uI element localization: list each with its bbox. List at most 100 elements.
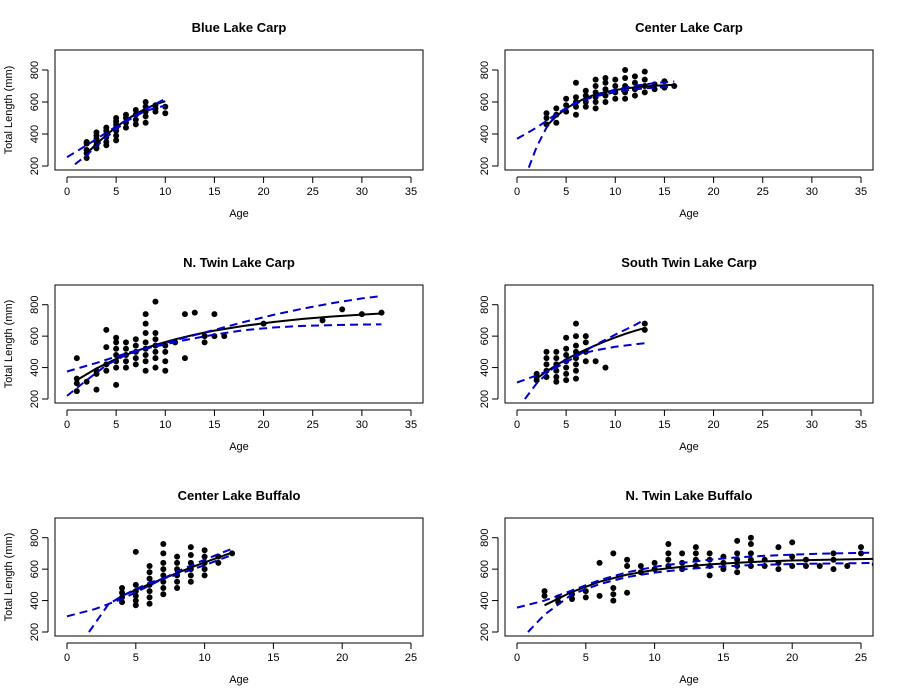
data-point bbox=[572, 111, 579, 118]
data-point bbox=[622, 75, 629, 81]
x-tick-label: 10 bbox=[648, 652, 660, 664]
data-point bbox=[132, 597, 139, 604]
y-axis-label: Total Length (mm) bbox=[3, 533, 15, 622]
x-tick-label: 0 bbox=[64, 652, 70, 664]
data-point bbox=[775, 566, 782, 573]
x-tick-label: 25 bbox=[405, 652, 417, 664]
data-point bbox=[679, 550, 686, 557]
data-point bbox=[582, 594, 589, 601]
ci-lower-line bbox=[527, 85, 675, 168]
y-tick-label: 800 bbox=[479, 529, 491, 547]
data-point bbox=[541, 588, 548, 595]
y-tick-label: 800 bbox=[479, 296, 491, 314]
data-point bbox=[142, 367, 149, 374]
y-tick-label: 600 bbox=[479, 327, 491, 345]
x-tick-label: 25 bbox=[307, 186, 319, 198]
data-point bbox=[641, 89, 648, 96]
data-point bbox=[830, 550, 837, 557]
data-point bbox=[122, 345, 129, 352]
x-tick-label: 0 bbox=[64, 186, 70, 198]
data-point bbox=[174, 553, 181, 560]
data-point bbox=[191, 309, 198, 316]
x-tick-label: 5 bbox=[563, 186, 569, 198]
ci-upper-line bbox=[66, 295, 382, 373]
data-point bbox=[152, 355, 159, 362]
data-point bbox=[582, 339, 589, 346]
data-point bbox=[122, 124, 129, 131]
data-point bbox=[174, 578, 181, 585]
data-point bbox=[319, 317, 326, 324]
data-point bbox=[339, 306, 346, 313]
data-point bbox=[651, 559, 658, 566]
chart-panel-3: N. Twin Lake Carp 0 5 10 15 20 25 30 35 Age 200 400… bbox=[3, 255, 424, 453]
plot-frame bbox=[504, 517, 874, 637]
data-point bbox=[142, 339, 149, 346]
chart-title: South Twin Lake Carp bbox=[621, 255, 757, 270]
data-point bbox=[187, 552, 194, 558]
chart-panel-6: N. Twin Lake Buffalo 0 5 10 15 20 25 Age 200 400 6… bbox=[479, 488, 874, 686]
y-tick-label: 400 bbox=[29, 125, 41, 143]
x-tick-label: 5 bbox=[583, 652, 589, 664]
data-point bbox=[631, 92, 638, 99]
chart-panel-1: Blue Lake Carp 0 5 10 15 20 25 30 35 Age 200 400 600… bbox=[3, 20, 424, 220]
data-point bbox=[610, 591, 617, 598]
data-point bbox=[132, 592, 139, 599]
y-tick-label: 400 bbox=[479, 125, 491, 143]
data-point bbox=[572, 333, 579, 340]
x-tick-label: 0 bbox=[514, 419, 520, 431]
data-point bbox=[119, 599, 126, 606]
x-tick-label: 35 bbox=[405, 186, 417, 198]
data-point bbox=[563, 334, 570, 341]
data-point bbox=[582, 87, 589, 94]
chart-title: N. Twin Lake Carp bbox=[183, 255, 295, 270]
data-point bbox=[816, 563, 823, 569]
x-tick-label: 5 bbox=[133, 652, 139, 664]
x-tick-label: 5 bbox=[563, 419, 569, 431]
data-point bbox=[553, 355, 560, 362]
x-axis-label: Age bbox=[229, 208, 249, 220]
data-point bbox=[592, 83, 599, 89]
plot-frame bbox=[54, 49, 424, 171]
data-point bbox=[142, 358, 149, 365]
y-tick-label: 200 bbox=[29, 623, 41, 641]
data-point bbox=[830, 566, 837, 573]
data-point bbox=[132, 336, 139, 343]
data-point bbox=[858, 544, 864, 551]
data-point bbox=[113, 334, 120, 341]
data-point bbox=[553, 378, 560, 385]
data-point bbox=[563, 370, 570, 377]
x-tick-label: 0 bbox=[514, 186, 520, 198]
plot-area bbox=[516, 67, 678, 168]
data-point bbox=[142, 113, 149, 120]
chart-title: Center Lake Buffalo bbox=[178, 488, 301, 503]
data-point bbox=[592, 76, 599, 83]
x-tick-label: 0 bbox=[64, 419, 70, 431]
x-tick-label: 10 bbox=[609, 419, 621, 431]
x-tick-label: 10 bbox=[159, 419, 171, 431]
ci-upper-line bbox=[516, 551, 873, 609]
y-tick-label: 200 bbox=[479, 623, 491, 641]
x-tick-label: 15 bbox=[208, 186, 220, 198]
data-point bbox=[592, 99, 599, 105]
ci-upper-line bbox=[66, 97, 166, 159]
data-point bbox=[146, 569, 153, 576]
data-point bbox=[572, 367, 579, 374]
data-point bbox=[221, 333, 228, 340]
data-point bbox=[553, 374, 560, 380]
data-point bbox=[132, 116, 139, 123]
data-point bbox=[543, 115, 550, 121]
data-point bbox=[201, 566, 208, 573]
y-tick-label: 600 bbox=[479, 93, 491, 111]
plot-area bbox=[66, 295, 385, 397]
x-tick-label: 15 bbox=[267, 652, 279, 664]
data-point bbox=[83, 155, 90, 161]
x-tick-label: 0 bbox=[514, 652, 520, 664]
data-point bbox=[103, 326, 110, 333]
data-point bbox=[122, 364, 129, 371]
data-point bbox=[553, 119, 560, 126]
data-point bbox=[113, 132, 120, 139]
x-tick-label: 25 bbox=[757, 419, 769, 431]
ci-lower-line bbox=[66, 323, 382, 397]
data-point bbox=[103, 124, 110, 131]
